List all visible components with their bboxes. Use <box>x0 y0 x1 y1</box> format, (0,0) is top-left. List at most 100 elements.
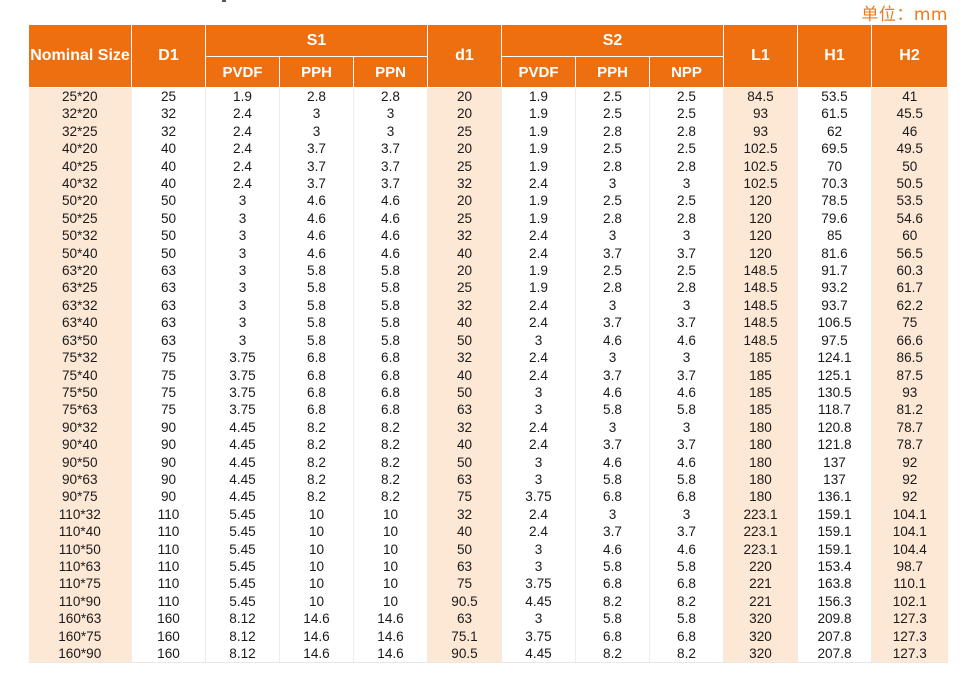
cell-s2-pph: 3 <box>575 505 650 524</box>
cell-h2: 104.1 <box>871 505 948 524</box>
cell-d1-lower: 63 <box>427 557 502 576</box>
cell-s2-npp: 8.2 <box>649 592 724 611</box>
cell-s2-pvdf: 3.75 <box>501 575 576 593</box>
cell-l1: 220 <box>723 557 798 576</box>
cell-s2-pph: 4.6 <box>575 453 650 471</box>
cell-s1-ppn: 6.8 <box>353 383 428 402</box>
cell-s1-pph: 8.2 <box>279 453 354 471</box>
cell-s1-pvdf: 8.12 <box>205 610 280 628</box>
cell-l1: 120 <box>723 244 798 263</box>
cell-s2-npp: 3 <box>649 296 724 315</box>
cell-s2-npp: 4.6 <box>649 383 724 402</box>
cell-s2-pph: 3.7 <box>575 523 650 541</box>
cell-s1-pph: 6.8 <box>279 349 354 367</box>
cell-l1: 93 <box>723 122 798 141</box>
cell-nominal-size: 50*20 <box>28 192 132 210</box>
cell-s2-npp: 3.7 <box>649 436 724 454</box>
cell-s2-pph: 2.8 <box>575 209 650 228</box>
header-d1-upper: D1 <box>131 24 206 88</box>
cell-s1-pph: 5.8 <box>279 279 354 297</box>
cell-s1-pph: 5.8 <box>279 262 354 280</box>
cell-s2-pvdf: 1.9 <box>501 262 576 280</box>
cell-nominal-size: 50*32 <box>28 227 132 245</box>
cell-s2-pph: 3.7 <box>575 436 650 454</box>
header-l1: L1 <box>723 24 798 88</box>
cell-s1-pph: 8.2 <box>279 436 354 454</box>
cell-l1: 120 <box>723 209 798 228</box>
cell-h2: 92 <box>871 488 948 506</box>
cell-d1-upper: 110 <box>131 540 206 558</box>
table-row: 160*75 160 8.12 14.6 14.6 75.1 3.75 6.8 6.8 320 20… <box>28 627 948 645</box>
cell-d1-lower: 40 <box>427 523 502 541</box>
cell-nominal-size: 90*32 <box>28 418 132 437</box>
cell-l1: 102.5 <box>723 175 798 193</box>
cell-h2: 78.7 <box>871 436 948 454</box>
cell-s2-pph: 2.5 <box>575 192 650 210</box>
cell-nominal-size: 90*75 <box>28 488 132 506</box>
cell-d1-lower: 63 <box>427 610 502 628</box>
cell-d1-upper: 50 <box>131 209 206 228</box>
cell-s1-pph: 5.8 <box>279 314 354 332</box>
header-s1-pph: PPH <box>279 56 354 88</box>
cell-s1-ppn: 6.8 <box>353 401 428 419</box>
cell-s1-pvdf: 4.45 <box>205 418 280 437</box>
cell-s2-pvdf: 2.4 <box>501 366 576 384</box>
cell-s2-npp: 6.8 <box>649 627 724 645</box>
cell-s2-pvdf: 3 <box>501 453 576 471</box>
cell-d1-upper: 160 <box>131 627 206 645</box>
cell-nominal-size: 90*63 <box>28 470 132 489</box>
cell-d1-lower: 32 <box>427 296 502 315</box>
cell-d1-upper: 40 <box>131 157 206 176</box>
cell-d1-lower: 20 <box>427 192 502 210</box>
cell-h1: 79.6 <box>797 209 872 228</box>
cell-s1-ppn: 10 <box>353 523 428 541</box>
cell-s2-pvdf: 2.4 <box>501 349 576 367</box>
cell-nominal-size: 32*25 <box>28 122 132 141</box>
cell-d1-lower: 20 <box>427 105 502 123</box>
cell-s1-ppn: 8.2 <box>353 470 428 489</box>
cell-s1-ppn: 8.2 <box>353 436 428 454</box>
cell-s1-pvdf: 4.45 <box>205 488 280 506</box>
cell-h1: 124.1 <box>797 349 872 367</box>
cell-nominal-size: 110*50 <box>28 540 132 558</box>
cell-s1-pvdf: 5.45 <box>205 592 280 611</box>
cell-s1-ppn: 5.8 <box>353 279 428 297</box>
cell-s1-pph: 3.7 <box>279 175 354 193</box>
cell-s2-npp: 2.8 <box>649 122 724 141</box>
cell-d1-upper: 110 <box>131 523 206 541</box>
cell-d1-upper: 63 <box>131 279 206 297</box>
table-row: 160*90 160 8.12 14.6 14.6 90.5 4.45 8.2 8.2 320 20… <box>28 645 948 664</box>
cell-s2-npp: 3.7 <box>649 366 724 384</box>
cell-s2-npp: 2.5 <box>649 87 724 106</box>
header-d1-lower: d1 <box>427 24 502 88</box>
cell-s1-pvdf: 4.45 <box>205 470 280 489</box>
cell-h1: 137 <box>797 470 872 489</box>
cell-d1-upper: 50 <box>131 192 206 210</box>
cell-s1-pvdf: 5.45 <box>205 523 280 541</box>
cell-h1: 159.1 <box>797 523 872 541</box>
cell-d1-lower: 25 <box>427 209 502 228</box>
cell-d1-upper: 50 <box>131 244 206 263</box>
cell-s2-pvdf: 2.4 <box>501 505 576 524</box>
cell-h2: 75 <box>871 314 948 332</box>
table-row: 50*40 50 3 4.6 4.6 40 2.4 3.7 3.7 120 81.6 56.5 <box>28 244 948 263</box>
table-row: 50*20 50 3 4.6 4.6 20 1.9 2.5 2.5 120 78.5 53.5 <box>28 192 948 210</box>
cell-s1-pvdf: 5.45 <box>205 557 280 576</box>
cell-d1-lower: 75.1 <box>427 627 502 645</box>
cell-s2-npp: 2.8 <box>649 157 724 176</box>
cell-s2-pph: 2.8 <box>575 157 650 176</box>
cell-h2: 127.3 <box>871 610 948 628</box>
cell-l1: 148.5 <box>723 279 798 297</box>
table-row: 32*20 32 2.4 3 3 20 1.9 2.5 2.5 93 61.5 45.5 <box>28 105 948 123</box>
table-row: 90*40 90 4.45 8.2 8.2 40 2.4 3.7 3.7 180 121.8 78.7 <box>28 436 948 454</box>
cell-s1-pph: 6.8 <box>279 383 354 402</box>
cell-s1-ppn: 5.8 <box>353 331 428 350</box>
cell-d1-lower: 63 <box>427 470 502 489</box>
table-row: 110*40 110 5.45 10 10 40 2.4 3.7 3.7 223.1 159.1 10… <box>28 523 948 541</box>
cell-nominal-size: 32*20 <box>28 105 132 123</box>
cell-s2-pvdf: 4.45 <box>501 645 576 664</box>
cell-s2-npp: 2.5 <box>649 192 724 210</box>
cell-s1-pvdf: 1.9 <box>205 87 280 106</box>
cell-d1-upper: 40 <box>131 140 206 158</box>
cell-s1-pvdf: 5.45 <box>205 575 280 593</box>
